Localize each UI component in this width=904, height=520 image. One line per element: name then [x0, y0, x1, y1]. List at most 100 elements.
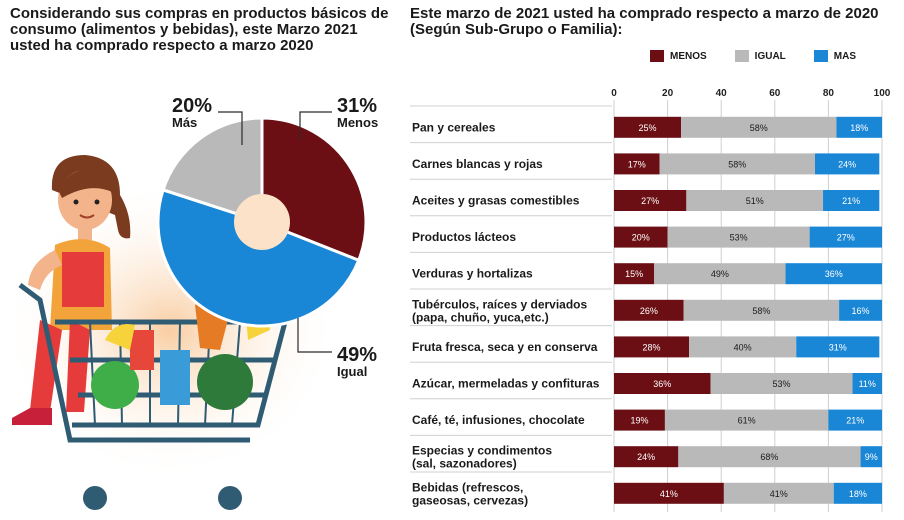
data-label-mas: 36%: [825, 269, 843, 279]
bar-segment-mas: [809, 226, 882, 248]
category-label: Carnes blancas y rojas: [412, 157, 543, 171]
data-label-mas: 27%: [837, 233, 855, 243]
category-label: Azúcar, mermeladas y confituras: [412, 377, 600, 391]
data-label-mas: 9%: [865, 452, 878, 462]
category-label: (sal, sazonadores): [412, 457, 517, 471]
bar-segment-igual: [681, 116, 837, 138]
bar-segment-igual: [664, 409, 829, 431]
category-label: Verduras y hortalizas: [412, 267, 533, 281]
bar-segment-menos: [614, 373, 711, 394]
pie-leader-mas: [218, 111, 243, 145]
data-label-igual: 53%: [772, 379, 790, 389]
bar-segment-igual: [710, 373, 853, 394]
data-label-menos: 36%: [653, 379, 671, 389]
data-label-mas: 24%: [838, 159, 856, 169]
x-tick-label: 80: [823, 88, 835, 99]
data-label-menos: 27%: [641, 196, 659, 206]
pie-slice-igual: [156, 187, 361, 328]
legend-label-menos: MENOS: [670, 50, 707, 62]
pie-center-hole: [234, 194, 290, 250]
data-label-menos: 24%: [637, 452, 655, 462]
data-label-menos: 17%: [628, 159, 646, 169]
data-label-igual: 51%: [746, 196, 764, 206]
data-label-mas: 21%: [846, 416, 864, 426]
legend-swatch-mas: [813, 50, 828, 62]
x-tick-label: 0: [611, 88, 617, 99]
pie-slice-mas: [161, 116, 264, 225]
bar-segment-igual: [667, 226, 810, 248]
bar-segment-igual: [654, 263, 786, 285]
category-label: Fruta fresca, seca y en conserva: [412, 340, 598, 354]
data-label-mas: 31%: [829, 342, 847, 352]
category-label: Productos lácteos: [412, 230, 516, 244]
bar-segment-menos: [614, 409, 665, 431]
bar-segment-mas: [833, 482, 882, 504]
data-label-mas: 16%: [852, 306, 870, 316]
legend-label-mas: MAS: [833, 50, 857, 62]
data-label-menos: 15%: [625, 269, 643, 279]
pie-label-igual-pct: 49%: [337, 344, 378, 366]
data-label-mas: 21%: [842, 196, 860, 206]
right-chart-title: Este marzo de 2021 usted ha comprado res…: [410, 5, 879, 38]
bar-segment-mas: [828, 409, 882, 431]
bar-segment-mas: [836, 116, 882, 138]
data-label-igual: 41%: [770, 489, 788, 499]
category-label: Tubérculos, raíces y derviados: [412, 297, 588, 311]
bar-segment-menos: [614, 482, 724, 504]
category-label: (papa, chuño, yuca,etc.): [412, 310, 549, 324]
legend-item-mas: MAS: [813, 50, 857, 62]
category-label: Café, té, infusiones, chocolate: [412, 413, 585, 427]
legend-item-menos: MENOS: [650, 50, 707, 62]
data-label-menos: 41%: [660, 489, 678, 499]
data-label-igual: 68%: [760, 452, 778, 462]
bar-segment-menos: [614, 190, 687, 211]
bar-segment-igual: [678, 446, 861, 468]
data-label-igual: 61%: [738, 416, 756, 426]
bar-legend: MENOS IGUAL MAS: [650, 50, 856, 62]
data-label-igual: 40%: [734, 342, 752, 352]
legend-item-igual: IGUAL: [734, 50, 786, 62]
x-tick-label: 60: [769, 88, 781, 99]
data-label-menos: 28%: [643, 342, 661, 352]
pie-label-menos-name: Menos: [337, 115, 379, 130]
bar-segment-menos: [614, 226, 668, 248]
bar-segment-menos: [614, 153, 660, 175]
bar-segment-igual: [723, 482, 834, 504]
category-label: Pan y cereales: [412, 120, 496, 134]
category-label: Especias y condimentos: [412, 444, 552, 458]
category-label: Bebidas (refrescos,: [412, 480, 523, 494]
data-label-menos: 20%: [632, 233, 650, 243]
x-tick-label: 100: [874, 88, 891, 99]
legend-swatch-menos: [650, 50, 664, 62]
pie-label-mas-pct: 20%: [172, 95, 213, 117]
pie-label-igual-name: Igual: [337, 364, 368, 379]
bar-segment-mas: [823, 190, 880, 211]
data-label-igual: 49%: [711, 269, 729, 279]
data-label-igual: 58%: [750, 123, 768, 133]
pie-label-mas-name: Más: [172, 115, 198, 130]
data-label-mas: 11%: [859, 379, 876, 389]
bar-segment-mas: [796, 336, 880, 358]
data-label-mas: 18%: [849, 489, 867, 499]
bar-segment-igual: [689, 336, 797, 358]
bar-segment-mas: [839, 299, 882, 321]
pie-label-menos: 31% Menos: [337, 96, 378, 130]
bar-segment-igual: [659, 153, 815, 175]
bar-segment-mas: [785, 263, 882, 285]
category-label: Aceites y grasas comestibles: [412, 194, 580, 208]
pie-label-menos-pct: 31%: [337, 95, 378, 117]
category-label: gaseosas, cervezas): [412, 493, 528, 507]
bar-segment-menos: [614, 263, 655, 285]
bar-segment-igual: [683, 299, 840, 321]
legend-swatch-igual: [734, 50, 749, 62]
pie-leader-igual: [297, 318, 332, 353]
bar-segment-mas: [852, 373, 882, 394]
data-label-menos: 19%: [630, 416, 648, 426]
bar-segment-menos: [614, 299, 684, 321]
data-label-igual: 53%: [730, 233, 748, 243]
pie-leader-menos: [299, 111, 332, 140]
data-label-igual: 58%: [728, 159, 746, 169]
bar-segment-mas: [815, 153, 880, 175]
